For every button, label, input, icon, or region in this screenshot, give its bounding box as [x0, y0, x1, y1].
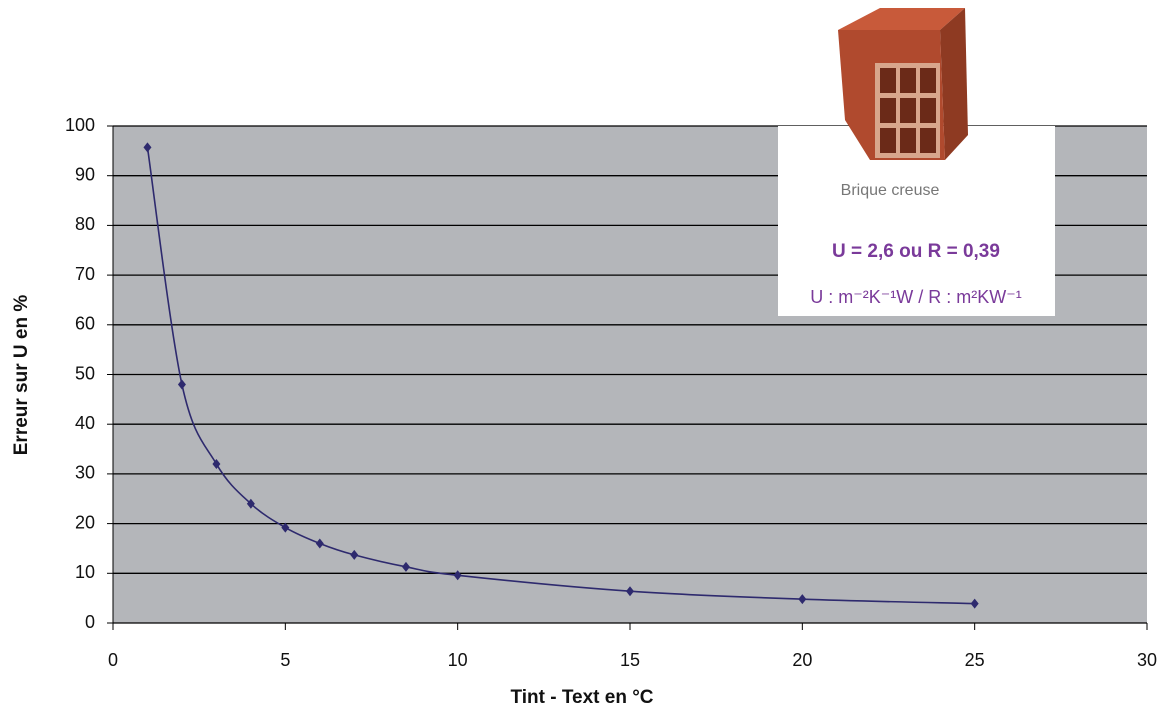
y-tick-label: 60: [75, 314, 95, 334]
y-tick-label: 50: [75, 363, 95, 383]
y-axis-label: Erreur sur U en %: [11, 295, 32, 456]
y-tick-label: 20: [75, 512, 95, 532]
brick-image: [838, 8, 968, 160]
y-tick-label: 30: [75, 463, 95, 483]
point: [281, 522, 290, 533]
inset-caption: Brique creuse: [841, 182, 940, 199]
x-tick-label: 10: [448, 650, 468, 670]
x-tick-label: 5: [280, 650, 290, 670]
y-tick-label: 0: [85, 612, 95, 632]
point: [626, 586, 634, 597]
inset-formula: U = 2,6 ou R = 0,39: [832, 241, 1000, 262]
x-tick-label: 0: [108, 650, 118, 670]
y-tick-label: 70: [75, 264, 95, 284]
point: [798, 594, 807, 605]
x-tick-label: 25: [965, 650, 985, 670]
point: [350, 549, 359, 560]
inset-units: U : m⁻²K⁻¹W / R : m²KW⁻¹: [810, 287, 1021, 307]
point: [401, 561, 410, 572]
y-tick-label: 90: [75, 164, 95, 184]
point: [246, 498, 255, 509]
point: [143, 142, 152, 153]
x-tick-label: 20: [792, 650, 812, 670]
point: [453, 570, 462, 581]
x-axis-label: Tint - Text en °C: [510, 687, 653, 708]
inset: Brique creuse U = 2,6 ou R = 0,39 U : m⁻…: [778, 8, 1055, 316]
point: [970, 598, 979, 609]
y-tick-label: 80: [75, 214, 95, 234]
marks: [143, 142, 979, 609]
y-tick-label: 40: [75, 413, 95, 433]
point: [315, 538, 324, 549]
x-tick-label: 30: [1137, 650, 1157, 670]
y-tick-label: 10: [75, 562, 95, 582]
point: [177, 379, 186, 390]
x-tick-label: 15: [620, 650, 640, 670]
point: [212, 458, 221, 469]
y-tick-label: 100: [65, 115, 95, 135]
